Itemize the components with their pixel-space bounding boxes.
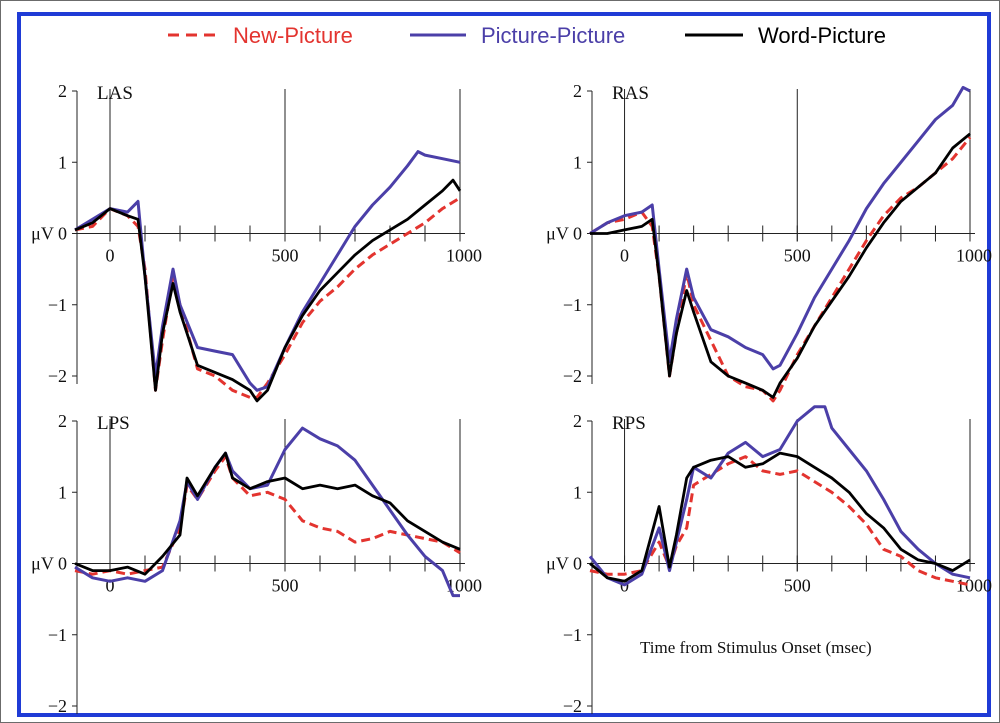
legend-label: New-Picture	[233, 23, 353, 48]
series-line-new-picture	[74, 455, 461, 576]
legend-label: Word-Picture	[758, 23, 886, 48]
y-tick-label: 1	[573, 482, 582, 502]
x-tick-label: 1000	[446, 246, 482, 266]
x-tick-label: 500	[272, 246, 299, 266]
series-line-picture-picture	[589, 85, 971, 371]
y-tick-label: −1	[48, 295, 67, 315]
x-tick-label: 0	[620, 246, 629, 266]
y-tick-label: −1	[48, 625, 67, 645]
panel-ras: 2 1 −1 −2 μV 0 0 500 1000 RAS	[546, 81, 992, 403]
series-line-word-picture	[589, 451, 971, 583]
y-tick-label: 1	[573, 152, 582, 172]
chart-border	[17, 12, 991, 717]
series-line-picture-picture	[74, 150, 461, 392]
panel-label: RAS	[612, 83, 649, 104]
x-tick-label: 500	[784, 576, 811, 596]
legend-item-word-picture: Word-Picture	[685, 23, 886, 48]
series-line-picture-picture	[588, 405, 971, 587]
y-tick-label: 1	[58, 152, 67, 172]
y-unit-label: μV 0	[546, 554, 582, 574]
y-unit-label: μV 0	[546, 224, 582, 244]
x-tick-label: 500	[272, 576, 299, 596]
series-line-word-picture	[74, 451, 461, 576]
legend-item-new-picture: New-Picture	[168, 23, 353, 48]
panel-las: 2 1 −1 −2 μV 0 0 500 1000 LAS	[31, 81, 482, 403]
y-tick-label: 2	[58, 411, 67, 431]
x-axis-label: Time from Stimulus Onset (msec)	[640, 638, 872, 657]
y-tick-label: −2	[563, 366, 582, 386]
legend: New-Picture Picture-Picture Word-Picture	[168, 23, 886, 48]
y-tick-label: −2	[563, 696, 582, 716]
x-tick-label: 500	[784, 246, 811, 266]
series-line-word-picture	[74, 178, 462, 403]
y-tick-label: 2	[58, 81, 67, 101]
y-tick-label: 1	[58, 482, 67, 502]
x-tick-label: 1000	[956, 576, 992, 596]
x-tick-label: 0	[106, 576, 115, 596]
series-line-word-picture	[590, 132, 971, 399]
panels: 2 1 −1 −2 μV 0 0 500 1000 LAS 2 1 −1 −2 μV 0 0 500 1000 R…	[31, 81, 992, 716]
series-line-new-picture	[589, 136, 972, 403]
panel-label: RPS	[612, 413, 646, 434]
y-tick-label: 2	[573, 411, 582, 431]
x-tick-label: 1000	[446, 576, 482, 596]
x-tick-label: 0	[106, 246, 115, 266]
legend-label: Picture-Picture	[481, 23, 625, 48]
series-line-picture-picture	[74, 426, 460, 598]
series-line-new-picture	[589, 455, 971, 587]
y-unit-label: μV 0	[31, 224, 67, 244]
panel-label: LPS	[97, 413, 130, 434]
series-line-new-picture	[74, 196, 461, 399]
x-tick-label: 1000	[956, 246, 992, 266]
panel-label: LAS	[97, 83, 133, 104]
y-tick-label: −1	[563, 295, 582, 315]
y-tick-label: −1	[563, 625, 582, 645]
y-tick-label: −2	[48, 366, 67, 386]
y-tick-label: 2	[573, 81, 582, 101]
y-unit-label: μV 0	[31, 554, 67, 574]
y-tick-label: −2	[48, 696, 67, 716]
legend-item-picture-picture: Picture-Picture	[410, 23, 625, 48]
panel-lps: 2 1 −1 −2 μV 0 0 500 1000 LPS	[31, 411, 482, 716]
